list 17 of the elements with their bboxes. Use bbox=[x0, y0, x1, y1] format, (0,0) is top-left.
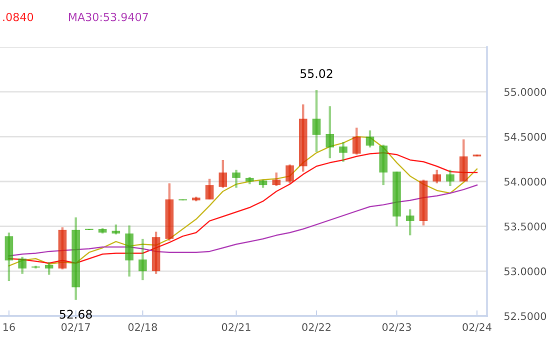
x-tick-label: 02/17 bbox=[61, 323, 90, 332]
x-tick-label: 02/23 bbox=[382, 323, 411, 332]
y-tick-label: 53.0000 bbox=[504, 267, 546, 276]
x-tick-label: 02/22 bbox=[302, 323, 330, 332]
annotation: 52.68 bbox=[60, 310, 92, 319]
y-tick-label: 53.5000 bbox=[504, 222, 546, 230]
text: .0840 bbox=[3, 12, 34, 22]
x-tick-label: 16 bbox=[3, 323, 15, 332]
x-tick-label: 02/18 bbox=[128, 323, 157, 332]
annotation: 55.02 bbox=[300, 69, 332, 78]
x-tick-label: 02/24 bbox=[462, 323, 492, 332]
text: MA30:53.9407 bbox=[68, 12, 148, 22]
x-tick-label: 02/21 bbox=[222, 323, 250, 332]
y-tick-label: 55.0000 bbox=[504, 88, 546, 96]
y-tick-label: 54.0000 bbox=[504, 178, 546, 186]
y-tick-label: 52.5000 bbox=[504, 312, 546, 320]
y-tick-label: 54.5000 bbox=[504, 132, 546, 141]
